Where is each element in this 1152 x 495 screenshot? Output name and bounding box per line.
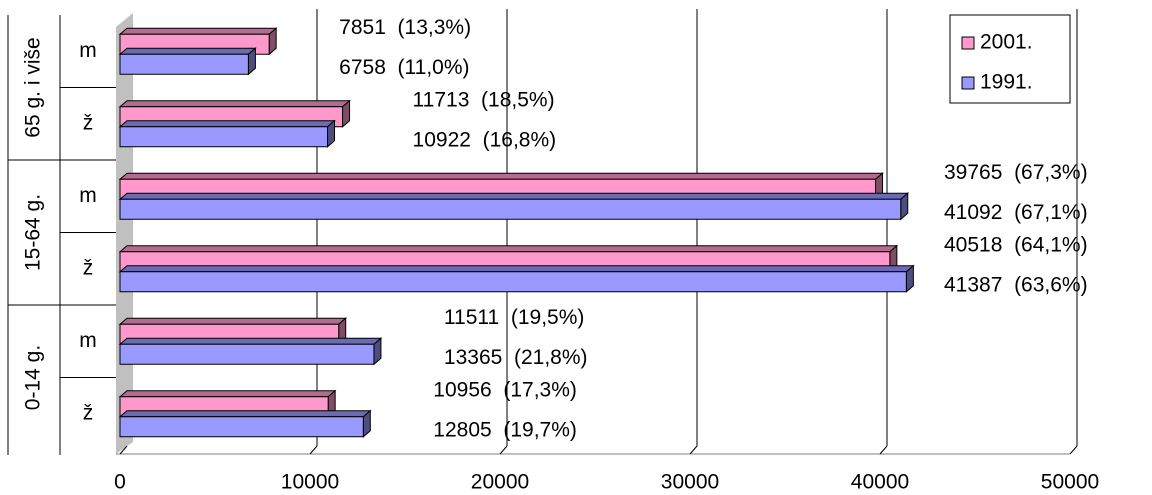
category-label: m <box>79 329 97 352</box>
value-label: 11511 (19,5%) <box>444 306 584 329</box>
bar <box>119 343 375 365</box>
category-label: m <box>79 184 97 207</box>
category-label: m <box>79 39 97 62</box>
category-label: ž <box>83 401 94 424</box>
tick-mark <box>1069 445 1078 455</box>
bar-top <box>118 27 278 35</box>
legend-label: 2001. <box>980 31 1033 54</box>
value-label: 41387 (63,6%) <box>944 273 1088 296</box>
legend-swatch <box>961 36 975 50</box>
legend-swatch <box>961 76 975 90</box>
group-label: 15-64 g. <box>22 194 45 271</box>
value-label: 6758 (11,0%) <box>339 56 469 79</box>
value-label: 10956 (17,3%) <box>433 378 577 401</box>
value-label: 7851 (13,3%) <box>339 16 471 39</box>
category-label: ž <box>83 256 94 279</box>
bar-3d <box>118 119 336 148</box>
x-tick-label: 10000 <box>281 471 339 494</box>
tick-mark <box>879 445 888 455</box>
legend: 2001. 1991. <box>949 14 1071 104</box>
bar-top <box>118 47 257 55</box>
value-label: 41092 (67,1%) <box>944 201 1088 224</box>
wall <box>116 13 133 454</box>
x-tick-label: 0 <box>114 471 126 494</box>
tick-mark <box>499 445 508 455</box>
bar-3d <box>118 47 257 76</box>
x-tick-label: 40000 <box>851 471 909 494</box>
legend-label: 1991. <box>980 71 1033 94</box>
bar <box>119 198 902 220</box>
group-label: 65 g. i više <box>22 37 45 137</box>
bar-top <box>118 410 372 418</box>
bar-3d <box>118 264 915 293</box>
bar-top <box>118 317 348 325</box>
x-tick-label: 20000 <box>471 471 529 494</box>
bar <box>119 271 907 293</box>
group-label: 0-14 g. <box>22 345 45 410</box>
bar <box>119 53 249 75</box>
bar-top <box>118 245 899 253</box>
value-label: 10922 (16,8%) <box>413 128 557 151</box>
value-label: 13365 (21,8%) <box>444 346 588 369</box>
tick-mark <box>119 445 128 455</box>
bar-top <box>118 192 910 200</box>
tick-mark <box>689 445 698 455</box>
value-label: 39765 (67,3%) <box>944 161 1088 184</box>
bar-top <box>118 390 337 398</box>
value-label: 11713 (18,5%) <box>413 88 555 111</box>
bar-top <box>118 120 336 128</box>
x-tick-label: 50000 <box>1041 471 1099 494</box>
bar-top <box>118 172 884 180</box>
value-label: 40518 (64,1%) <box>944 233 1088 256</box>
bar-3d <box>118 409 372 438</box>
bar-top <box>118 100 351 108</box>
bar-top <box>118 337 383 345</box>
x-tick-label: 30000 <box>661 471 719 494</box>
bar <box>119 126 329 148</box>
bar-3d <box>118 337 383 366</box>
value-label: 12805 (19,7%) <box>433 418 577 441</box>
bar-3d <box>118 192 910 221</box>
bar-top <box>118 265 915 273</box>
tick-mark <box>309 445 318 455</box>
category-label: ž <box>83 111 94 134</box>
bar <box>119 416 364 438</box>
